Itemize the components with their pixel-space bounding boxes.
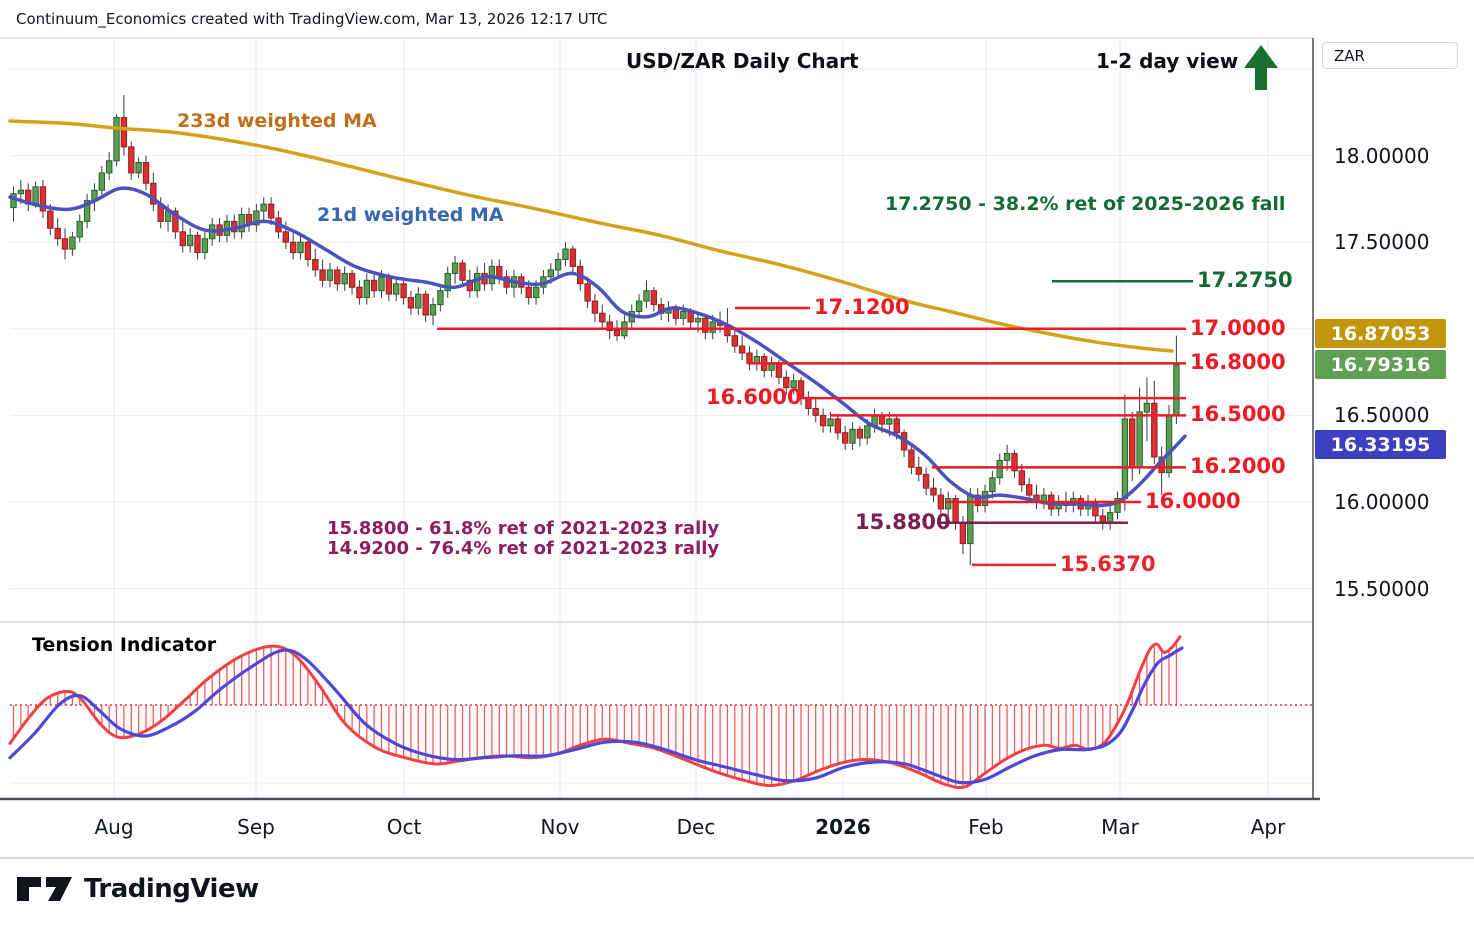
level-label-16.8000: 16.8000 — [1190, 350, 1286, 375]
time-axis-label-2026[interactable]: 2026 — [815, 815, 871, 839]
time-axis-label-Oct[interactable]: Oct — [386, 815, 422, 839]
tradingview-logo[interactable]: TradingView — [16, 874, 259, 904]
tension-indicator-title: Tension Indicator — [32, 634, 217, 656]
level-label-16.2000: 16.2000 — [1190, 454, 1286, 479]
time-axis-label-Nov[interactable]: Nov — [540, 815, 580, 839]
price-badge-16.79316: 16.79316 — [1315, 350, 1446, 379]
view-horizon-label: 1-2 day view — [1096, 49, 1239, 73]
tradingview-logo-text: TradingView — [84, 874, 259, 904]
price-tick-label: 17.50000 — [1334, 230, 1430, 255]
price-tick-label: 18.00000 — [1334, 143, 1430, 168]
page-title: USD/ZAR Daily Chart — [626, 49, 859, 73]
price-badge-16.87053: 16.87053 — [1315, 319, 1446, 348]
tension-hatches — [12, 641, 1178, 787]
symbol-label: ZAR — [1334, 46, 1365, 65]
fib-retracement-rally-label-2: 14.9200 - 76.4% ret of 2021-2023 rally — [327, 538, 720, 559]
price-tick-label: 16.00000 — [1334, 490, 1430, 514]
time-axis-label-Feb[interactable]: Feb — [968, 815, 1004, 839]
level-label-16.5000: 16.5000 — [1190, 402, 1286, 427]
level-label-15.6370: 15.6370 — [1060, 551, 1156, 576]
price-tick-label: 16.50000 — [1334, 403, 1430, 428]
time-axis-label-Sep[interactable]: Sep — [237, 815, 275, 839]
level-label-17.1200: 17.1200 — [814, 295, 910, 320]
price-tick-label: 15.50000 — [1334, 576, 1430, 601]
fib-retracement-rally-label-1: 15.8800 - 61.8% ret of 2021-2023 rally — [327, 518, 720, 539]
fib-retracement-fall-label: 17.2750 - 38.2% ret of 2025-2026 fall — [885, 193, 1286, 215]
level-label-16.6000: 16.6000 — [706, 385, 802, 410]
time-axis-label-Apr[interactable]: Apr — [1250, 815, 1286, 839]
tradingview-logo-icon — [17, 877, 72, 901]
level-label-17.2750: 17.2750 — [1197, 268, 1293, 293]
price-badge-16.33195: 16.33195 — [1315, 430, 1446, 459]
candles — [10, 95, 1180, 565]
time-axis-label-Mar[interactable]: Mar — [1101, 815, 1139, 839]
tension-slow-line — [8, 646, 1184, 785]
ma-21-label: 21d weighted MA — [317, 204, 504, 226]
time-axis-label-Aug[interactable]: Aug — [94, 815, 134, 839]
level-label-15.8800: 15.8800 — [855, 509, 951, 534]
level-label-16.0000: 16.0000 — [1145, 489, 1241, 513]
symbol-box[interactable]: ZAR — [1322, 42, 1458, 69]
attribution-text: Continuum_Economics created with Trading… — [16, 10, 608, 28]
ma-233-label: 233d weighted MA — [177, 110, 377, 132]
time-axis-label-Dec[interactable]: Dec — [676, 815, 716, 839]
up-arrow-icon — [1242, 44, 1282, 92]
level-label-17.0000: 17.0000 — [1190, 315, 1286, 340]
